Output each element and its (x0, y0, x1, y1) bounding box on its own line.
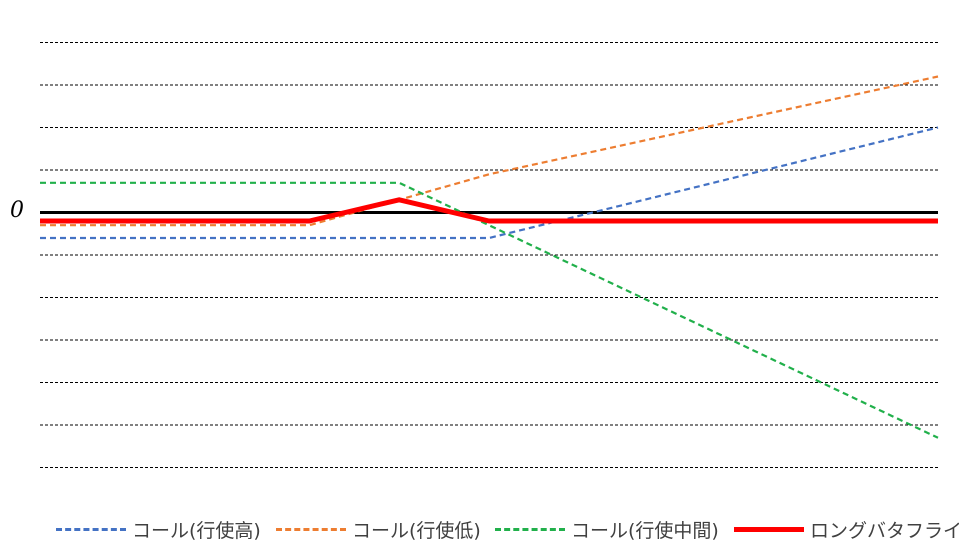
legend-label-call-low: コール(行使低) (352, 519, 481, 542)
series-line-2 (40, 181, 939, 439)
legend-label-long-butterfly: ロングバタフライ (810, 519, 959, 542)
legend-item-long-butterfly: ロングバタフライ (734, 512, 959, 546)
legend-swatch-call-high (56, 527, 126, 531)
series-line-3 (40, 197, 938, 224)
series-lines (40, 75, 939, 439)
legend-label-call-mid: コール(行使中間) (571, 519, 719, 542)
chart-legend: コール(行使高) コール(行使低) コール(行使中間) ロングバタフライ (0, 512, 959, 546)
series-line-1 (40, 75, 939, 227)
y-axis-zero-label: 0 (10, 198, 24, 223)
legend-swatch-call-mid (495, 527, 565, 531)
series-line-0 (40, 126, 939, 240)
legend-item-call-high: コール(行使高) (56, 512, 261, 546)
legend-swatch-call-low (276, 527, 346, 531)
legend-item-call-low: コール(行使低) (276, 512, 481, 546)
legend-label-call-high: コール(行使高) (132, 519, 261, 542)
gridlines (40, 42, 938, 468)
legend-item-call-mid: コール(行使中間) (495, 512, 719, 546)
legend-swatch-long-butterfly (734, 526, 804, 532)
